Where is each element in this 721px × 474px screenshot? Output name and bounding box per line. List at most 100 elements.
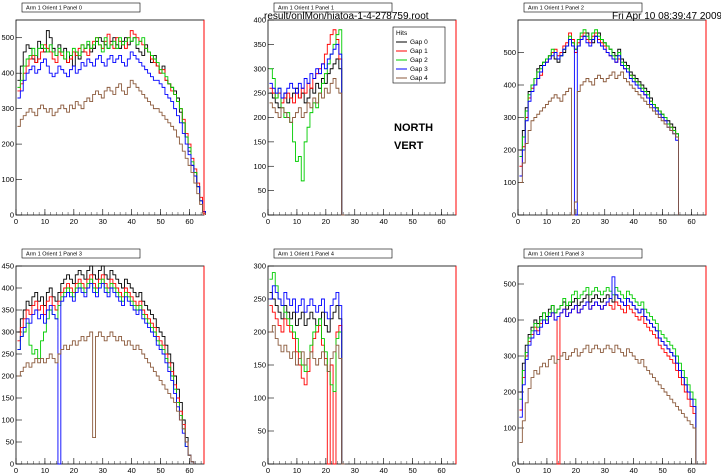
x-tick-label: 50 — [658, 466, 666, 474]
legend-title: Hits — [396, 30, 408, 37]
x-tick-label: 20 — [322, 466, 330, 474]
panel-title-box — [21, 2, 141, 13]
y-tick-label: 500 — [1, 33, 14, 42]
y-tick-label: 350 — [1, 306, 14, 315]
x-tick-label: 60 — [185, 466, 193, 474]
y-tick-label: 200 — [253, 328, 266, 337]
annotation-north: NORTH — [394, 122, 434, 134]
panel-title-box — [273, 2, 393, 13]
y-tick-label: 50 — [258, 427, 266, 436]
plot-panel-1: Arm 1 Orient 1 Panel 1 0 10 20 30 40 50 60 0 50 10… — [253, 2, 457, 226]
y-tick-label: 400 — [1, 69, 14, 78]
y-tick-label: 100 — [503, 424, 516, 433]
series-line — [17, 37, 206, 215]
y-tick-label: 250 — [253, 295, 266, 304]
series-line — [519, 344, 697, 464]
x-tick-label: 60 — [687, 217, 695, 226]
y-tick-label: 250 — [253, 89, 266, 98]
x-tick-label: 0 — [516, 466, 520, 474]
x-tick-label: 40 — [630, 217, 638, 226]
plot-panel-0: Arm 1 Orient 1 Panel 0 0 10 20 30 40 50 60 0 100 2… — [1, 2, 206, 226]
x-tick-label: 30 — [99, 466, 107, 474]
y-tick-label: 200 — [1, 372, 14, 381]
series-line — [17, 283, 195, 465]
x-tick-label: 10 — [543, 217, 551, 226]
series-line — [269, 285, 345, 465]
series-line — [17, 79, 206, 215]
x-tick-label: 10 — [41, 217, 49, 226]
y-tick-label: 500 — [503, 280, 516, 289]
y-tick-label: 450 — [1, 262, 14, 271]
x-tick-label: 0 — [14, 466, 18, 474]
x-tick-label: 60 — [185, 217, 193, 226]
x-tick-label: 40 — [128, 217, 136, 226]
timestamp: Fri Apr 10 08:39:47 2009 — [612, 11, 721, 22]
series-line — [269, 324, 345, 465]
file-path-title: result/onlMon/hiatoa-1-4-278759.root — [264, 11, 429, 22]
x-tick-label: 10 — [543, 466, 551, 474]
legend-entry: Gap 4 — [410, 75, 428, 82]
x-tick-label: 30 — [601, 466, 609, 474]
series-line — [269, 29, 345, 216]
y-tick-label: 150 — [253, 361, 266, 370]
x-tick-label: 30 — [351, 217, 359, 226]
x-tick-label: 50 — [408, 466, 416, 474]
y-tick-label: 200 — [503, 388, 516, 397]
legend-entry: Gap 1 — [410, 48, 428, 55]
series-line — [519, 71, 679, 216]
y-tick-label: 200 — [253, 113, 266, 122]
series-line — [17, 265, 195, 464]
plot-panel-5: Arm 1 Orient 1 Panel 3 0 10 20 30 40 50 60 0 100 2… — [503, 248, 707, 474]
x-tick-label: 20 — [70, 217, 78, 226]
y-tick-label: 0 — [512, 211, 516, 220]
plot-frame — [15, 265, 205, 465]
x-tick-label: 50 — [156, 466, 164, 474]
panel-title-box — [523, 2, 643, 13]
legend-entry: Gap 0 — [410, 39, 428, 46]
x-tick-label: 60 — [687, 466, 695, 474]
x-tick-label: 10 — [41, 466, 49, 474]
plot-panel-2: Arm 1 Orient 1 Panel 2 0 10 20 30 40 50 60 0 100 2… — [503, 2, 707, 226]
y-tick-label: 100 — [503, 178, 516, 187]
y-tick-label: 0 — [512, 460, 516, 469]
x-tick-label: 40 — [630, 466, 638, 474]
y-tick-label: 400 — [253, 16, 266, 25]
x-tick-label: 50 — [658, 217, 666, 226]
y-tick-label: 50 — [6, 438, 14, 447]
y-tick-label: 500 — [503, 48, 516, 57]
x-tick-label: 40 — [380, 217, 388, 226]
y-tick-label: 300 — [253, 262, 266, 271]
y-tick-label: 100 — [253, 162, 266, 171]
panel-title: Arm 1 Orient 1 Panel 2 — [528, 6, 584, 12]
x-tick-label: 10 — [293, 217, 301, 226]
x-tick-label: 0 — [266, 466, 270, 474]
series-line — [17, 331, 195, 464]
annotation-vert: VERT — [394, 140, 424, 152]
y-tick-label: 150 — [1, 394, 14, 403]
y-tick-label: 150 — [253, 137, 266, 146]
series-line — [269, 43, 345, 216]
y-tick-label: 100 — [1, 175, 14, 184]
y-tick-label: 400 — [503, 316, 516, 325]
legend-entry: Gap 3 — [410, 66, 428, 73]
x-tick-label: 50 — [156, 217, 164, 226]
legend-box — [392, 26, 446, 84]
series-line — [17, 51, 206, 215]
x-tick-label: 40 — [380, 466, 388, 474]
y-tick-label: 300 — [1, 328, 14, 337]
legend-entry: Gap 2 — [410, 57, 428, 64]
y-tick-label: 300 — [503, 113, 516, 122]
y-tick-label: 300 — [253, 64, 266, 73]
y-tick-label: 350 — [253, 40, 266, 49]
panel-title: Arm 1 Orient 1 Panel 3 — [528, 252, 584, 258]
y-tick-label: 0 — [10, 211, 14, 220]
x-tick-label: 0 — [14, 217, 18, 226]
x-tick-label: 20 — [70, 466, 78, 474]
y-tick-label: 100 — [253, 394, 266, 403]
x-tick-label: 60 — [437, 217, 445, 226]
series-line — [269, 78, 345, 216]
x-tick-label: 30 — [99, 217, 107, 226]
y-tick-label: 50 — [258, 186, 266, 195]
